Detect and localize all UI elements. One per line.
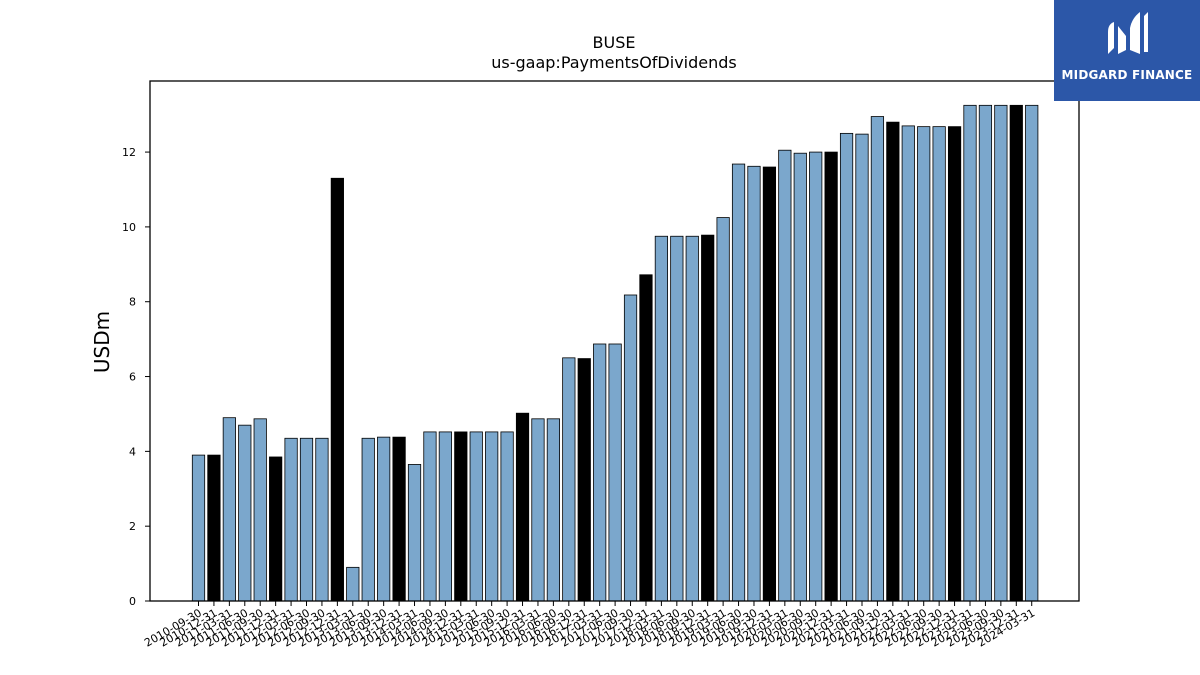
bar-2013-09-30 — [377, 436, 391, 602]
bar-2018-09-30 — [685, 235, 699, 602]
y-tick-label: 8 — [129, 296, 136, 309]
bar-2017-06-30 — [608, 343, 622, 602]
chart-title: BUSE — [593, 33, 636, 52]
bar-2013-03-31 — [346, 566, 360, 602]
bar-2010-12-31 — [207, 454, 221, 602]
bar-2018-12-31 — [701, 234, 715, 602]
bar-2020-12-31 — [824, 151, 838, 602]
bar-2019-12-31 — [762, 166, 777, 602]
bar-2018-03-31 — [654, 235, 669, 602]
bar-2019-06-30 — [731, 163, 746, 602]
plot-frame — [149, 80, 1080, 602]
bar-2014-09-30 — [438, 431, 452, 602]
bar-2019-03-31 — [716, 217, 730, 602]
midgard-m-icon — [1108, 12, 1148, 54]
bar-2014-06-30 — [423, 431, 437, 602]
y-axis-ticks: 0 2 4 6 8 10 12 — [122, 146, 150, 608]
bar-2012-12-31 — [330, 177, 344, 602]
bar-2023-12-31 — [1009, 104, 1023, 602]
bar-2011-03-31 — [222, 417, 236, 602]
bar-2017-09-30 — [623, 294, 638, 602]
bar-2013-12-31 — [392, 436, 406, 602]
bar-2018-06-30 — [670, 235, 684, 602]
bars-group — [191, 104, 1039, 602]
bar-2021-03-31 — [839, 132, 854, 602]
bar-2015-06-30 — [485, 431, 499, 602]
bar-2022-12-31 — [947, 126, 962, 602]
bar-2014-03-31 — [407, 464, 422, 602]
bar-2012-06-30 — [299, 437, 314, 602]
bar-2013-06-30 — [361, 437, 375, 602]
bar-2022-09-30 — [932, 126, 946, 602]
bar-2019-09-30 — [747, 165, 761, 602]
x-axis-ticks: 2010-09-302010-12-312011-03-312011-06-30… — [142, 601, 1037, 650]
y-tick-label: 10 — [122, 221, 136, 234]
bar-2010-09-30 — [191, 454, 206, 602]
bar-2011-12-31 — [269, 456, 283, 602]
bar-2012-03-31 — [284, 437, 298, 602]
bar-2022-03-31 — [901, 125, 915, 602]
bar-2015-03-31 — [469, 431, 483, 602]
bar-2020-09-30 — [809, 151, 823, 602]
bar-2023-03-31 — [963, 104, 977, 602]
bar-2017-03-31 — [593, 343, 607, 602]
bar-2011-06-30 — [238, 424, 252, 602]
bar-2014-12-31 — [454, 431, 468, 602]
chart-subtitle: us-gaap:PaymentsOfDividends — [491, 53, 736, 72]
logo-text: MIDGARD FINANCE — [1061, 68, 1193, 82]
bar-2022-06-30 — [917, 126, 931, 602]
y-tick-label: 2 — [129, 520, 136, 533]
bar-2021-09-30 — [870, 116, 885, 602]
bar-2021-06-30 — [855, 133, 869, 602]
bar-2015-09-30 — [500, 431, 514, 602]
bar-2017-12-31 — [639, 274, 653, 602]
bar-2016-06-30 — [546, 418, 560, 602]
bar-2016-12-31 — [577, 358, 591, 602]
bar-2016-09-30 — [562, 357, 576, 602]
bar-2024-03-31 — [1025, 104, 1039, 602]
bar-2016-03-31 — [531, 418, 545, 602]
bar-2015-12-31 — [515, 412, 530, 602]
y-tick-label: 6 — [129, 371, 136, 384]
bar-2020-03-31 — [778, 149, 792, 602]
bar-2021-12-31 — [886, 121, 900, 602]
bar-2011-09-30 — [253, 418, 267, 602]
y-tick-label: 4 — [129, 445, 136, 458]
bar-2020-06-30 — [793, 152, 807, 602]
bar-2023-09-30 — [994, 104, 1008, 602]
bar-2023-06-30 — [978, 104, 993, 602]
y-tick-label: 12 — [122, 146, 136, 159]
bar-2012-09-30 — [315, 437, 329, 602]
y-tick-label: 0 — [129, 595, 136, 608]
midgard-finance-logo: MIDGARD FINANCE — [1054, 0, 1200, 101]
y-axis-label: USDm — [90, 311, 114, 373]
